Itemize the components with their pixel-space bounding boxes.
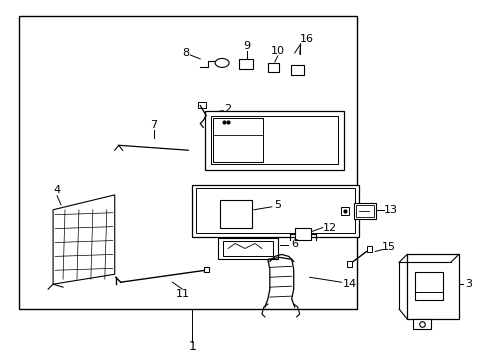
Bar [341, 207, 349, 215]
Bar [218, 238, 277, 260]
Bar [414, 272, 442, 300]
Ellipse shape [290, 77, 304, 88]
Bar [239, 59, 252, 69]
Bar [406, 255, 458, 319]
Ellipse shape [223, 207, 239, 221]
Ellipse shape [312, 140, 332, 156]
Text: 12: 12 [322, 222, 336, 233]
Bar [366, 247, 371, 252]
Ellipse shape [291, 201, 327, 227]
Text: 7: 7 [150, 121, 157, 130]
Bar [290, 65, 303, 75]
Text: 15: 15 [382, 243, 395, 252]
Bar [412, 319, 430, 329]
Ellipse shape [275, 132, 303, 154]
Text: 2: 2 [224, 104, 231, 113]
Ellipse shape [215, 58, 228, 67]
Bar [198, 102, 206, 108]
Bar [223, 240, 272, 256]
Ellipse shape [187, 149, 194, 154]
Ellipse shape [240, 70, 251, 80]
Text: 11: 11 [175, 289, 189, 299]
Text: 8: 8 [182, 48, 188, 58]
Text: 1: 1 [188, 340, 196, 353]
Bar [220, 200, 251, 228]
Bar [192, 185, 359, 237]
Bar [346, 261, 352, 267]
Ellipse shape [236, 198, 273, 226]
Bar [356, 205, 373, 217]
Text: 14: 14 [342, 279, 356, 289]
Bar [19, 16, 357, 309]
Bar [267, 63, 278, 72]
Text: 6: 6 [291, 239, 298, 249]
Bar [213, 118, 263, 162]
Ellipse shape [268, 72, 278, 81]
Bar [354, 203, 375, 219]
Text: 4: 4 [53, 185, 61, 195]
Text: 9: 9 [243, 41, 250, 51]
Bar [211, 117, 338, 164]
Bar [205, 111, 344, 170]
Text: 5: 5 [274, 200, 281, 210]
Bar [204, 267, 209, 272]
Bar [196, 188, 355, 233]
Ellipse shape [241, 212, 254, 224]
Text: 10: 10 [270, 46, 284, 56]
Text: 16: 16 [299, 34, 313, 44]
Text: 13: 13 [384, 205, 397, 215]
Text: 3: 3 [464, 279, 471, 289]
Bar [294, 228, 310, 239]
